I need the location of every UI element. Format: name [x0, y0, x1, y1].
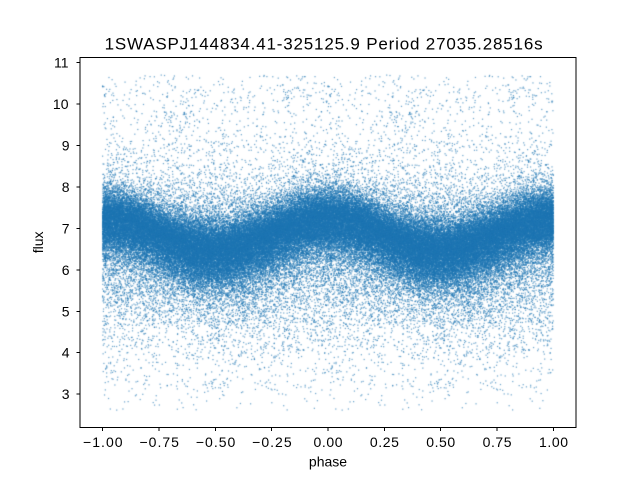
svg-text:0.25: 0.25	[370, 434, 399, 450]
svg-text:−0.50: −0.50	[196, 434, 236, 450]
svg-text:7: 7	[62, 220, 70, 236]
svg-text:3: 3	[62, 386, 70, 402]
svg-text:−1.00: −1.00	[83, 434, 123, 450]
svg-text:−0.25: −0.25	[252, 434, 292, 450]
svg-text:8: 8	[62, 179, 70, 195]
svg-text:1.00: 1.00	[539, 434, 568, 450]
svg-text:6: 6	[62, 262, 70, 278]
svg-text:phase: phase	[309, 454, 347, 470]
svg-text:11: 11	[54, 54, 69, 70]
svg-text:0.75: 0.75	[483, 434, 512, 450]
svg-text:9: 9	[62, 137, 70, 153]
svg-text:0.50: 0.50	[426, 434, 455, 450]
svg-text:flux: flux	[30, 232, 46, 254]
svg-text:10: 10	[53, 96, 69, 112]
svg-text:1SWASPJ144834.41-325125.9 Peri: 1SWASPJ144834.41-325125.9 Period 27035.2…	[105, 35, 543, 54]
svg-text:−0.75: −0.75	[139, 434, 179, 450]
svg-text:5: 5	[62, 303, 70, 319]
svg-text:0.00: 0.00	[314, 434, 343, 450]
svg-text:4: 4	[62, 345, 70, 361]
